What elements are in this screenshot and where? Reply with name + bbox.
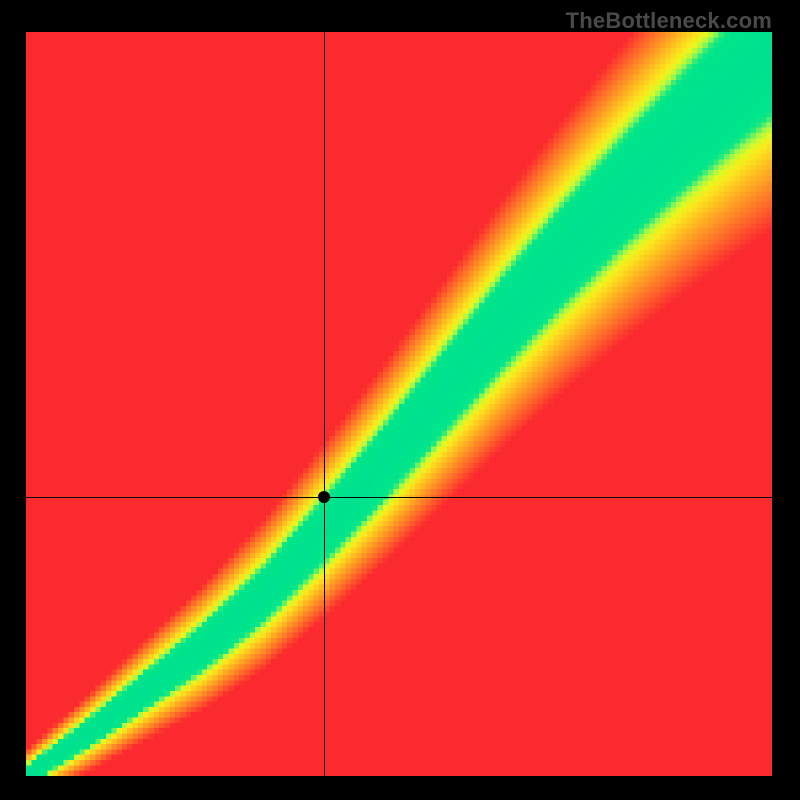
plot-frame bbox=[26, 32, 772, 776]
heatmap-canvas bbox=[26, 32, 772, 776]
crosshair-marker bbox=[318, 491, 330, 503]
crosshair-vertical bbox=[324, 32, 325, 776]
crosshair-horizontal bbox=[26, 497, 772, 498]
figure-outer: TheBottleneck.com bbox=[0, 0, 800, 800]
watermark-text: TheBottleneck.com bbox=[566, 8, 772, 34]
